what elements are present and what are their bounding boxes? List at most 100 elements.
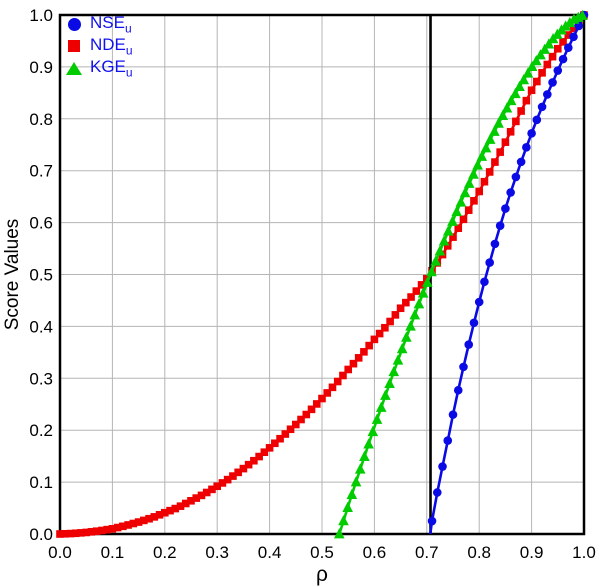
y-tick-label: 0.6 — [29, 214, 53, 233]
NSE_u-marker — [543, 90, 552, 99]
NDE_u-marker — [375, 329, 384, 338]
NDE_u-marker — [470, 197, 478, 205]
NSE_u-marker — [548, 78, 557, 87]
NDE_u-marker — [449, 233, 457, 241]
NSE_u-marker — [474, 297, 484, 307]
NDE_u-marker — [543, 60, 552, 69]
NDE_u-marker — [480, 177, 489, 186]
NDE_u-marker — [56, 530, 64, 538]
NDE_u-marker — [181, 499, 190, 508]
NSE_u-marker — [464, 340, 474, 349]
KGE_u-marker — [438, 235, 450, 246]
NDE_u-marker — [276, 434, 284, 443]
y-tick-label: 0.9 — [29, 58, 53, 77]
NDE_u-marker — [82, 528, 90, 537]
NDE_u-marker — [119, 522, 127, 531]
NDE_u-marker — [108, 525, 117, 533]
NSE_u-marker — [485, 258, 494, 267]
NDE_u-marker — [354, 354, 363, 362]
NDE_u-marker — [255, 452, 263, 461]
KGE_u-marker — [484, 133, 496, 144]
NDE_u-marker — [533, 77, 541, 86]
legend-item-nde[interactable]: NDEu — [65, 35, 133, 57]
KGE_u-marker — [493, 117, 504, 128]
NDE_u-marker — [197, 491, 206, 500]
NDE_u-marker — [396, 304, 405, 313]
NDE_u-marker — [239, 464, 248, 473]
series-nseu — [427, 10, 589, 535]
NDE_u-marker — [454, 224, 463, 233]
x-tick-label: 0.4 — [258, 543, 282, 562]
KGE_u-marker — [405, 320, 416, 331]
NDE_u-marker — [302, 410, 311, 419]
NDE_u-marker — [312, 400, 321, 408]
legend-item-kge[interactable]: KGEu — [65, 57, 133, 79]
KGE_u-marker — [380, 389, 391, 400]
series-ndeu — [56, 11, 588, 538]
y-tick-label: 0.3 — [29, 369, 53, 388]
NDE_u-marker — [464, 206, 473, 214]
NSE_u-marker — [553, 66, 563, 75]
KGE_u-marker — [531, 54, 542, 66]
KGE_u-marker — [346, 488, 358, 500]
legend-item-nse[interactable]: NSEu — [65, 13, 133, 35]
KGE_u-marker — [384, 377, 395, 389]
NDE_u-marker — [281, 430, 290, 438]
NDE_u-marker — [71, 529, 80, 538]
x-tick-label: 0.1 — [101, 543, 125, 562]
KGE_u-marker — [430, 255, 442, 266]
y-tick-label: 0.0 — [29, 525, 53, 544]
NDE_u-marker — [103, 525, 111, 534]
KGE_u-marker — [468, 168, 479, 179]
KGE_u-marker — [342, 501, 353, 512]
NDE_u-marker — [407, 293, 415, 301]
KGE_u-marker — [401, 331, 412, 342]
y-axis-title: Score Values — [2, 219, 23, 331]
y-tick-label: 1.0 — [29, 6, 53, 25]
KGE_u-marker — [455, 196, 467, 207]
NDE_u-marker — [244, 460, 253, 469]
KGE_u-marker — [447, 215, 458, 226]
NDE_u-marker — [113, 523, 122, 532]
x-tick-label: 0.2 — [153, 543, 177, 562]
KGE_u-marker — [413, 298, 425, 309]
x-tick-label: 0.8 — [467, 543, 491, 562]
x-tick-label: 0.6 — [363, 543, 387, 562]
KGE_u-marker — [417, 287, 429, 298]
KGE_u-marker — [338, 515, 349, 526]
KGE_u-marker — [505, 94, 517, 106]
KGE_u-marker — [480, 142, 492, 153]
x-tick-label: 0.5 — [310, 543, 334, 562]
KGE_u-marker — [489, 125, 500, 136]
nde-square-marker-icon — [65, 37, 83, 55]
KGE_u-marker — [442, 225, 454, 236]
KGE_u-marker — [518, 73, 530, 85]
series-kgeu — [333, 9, 588, 539]
NDE_u-marker — [140, 516, 148, 525]
KGE_u-marker — [367, 425, 379, 437]
x-tick-label: 0.3 — [205, 543, 229, 562]
NDE_u-marker — [485, 168, 494, 176]
NDE_u-marker — [381, 323, 389, 332]
KGE_u-marker — [543, 38, 555, 49]
NDE_u-marker — [218, 479, 227, 487]
NSE_u-marker — [527, 129, 536, 138]
KGE_u-marker — [535, 49, 546, 60]
NDE_u-marker — [66, 529, 75, 538]
legend-label-nde: NDEu — [90, 34, 133, 58]
NDE_u-marker — [145, 514, 153, 523]
plot-frame — [58, 13, 586, 536]
NDE_u-marker — [339, 371, 347, 380]
tick-labels: 0.0 0.1 0.2 0.3 0.4 0.5 0.6 0.7 0.8 0.9 1.0 0.0 0.1 0… — [29, 6, 595, 562]
NDE_u-marker — [323, 389, 332, 397]
NDE_u-marker — [370, 335, 379, 344]
NDE_u-marker — [443, 242, 452, 250]
NDE_u-marker — [134, 518, 143, 526]
NDE_u-marker — [208, 485, 216, 494]
NDE_u-marker — [202, 488, 211, 497]
KGE_u-marker — [514, 80, 525, 92]
NDE_u-marker — [318, 394, 326, 403]
NSE_u-marker — [501, 204, 510, 213]
NDE_u-marker — [365, 341, 373, 350]
